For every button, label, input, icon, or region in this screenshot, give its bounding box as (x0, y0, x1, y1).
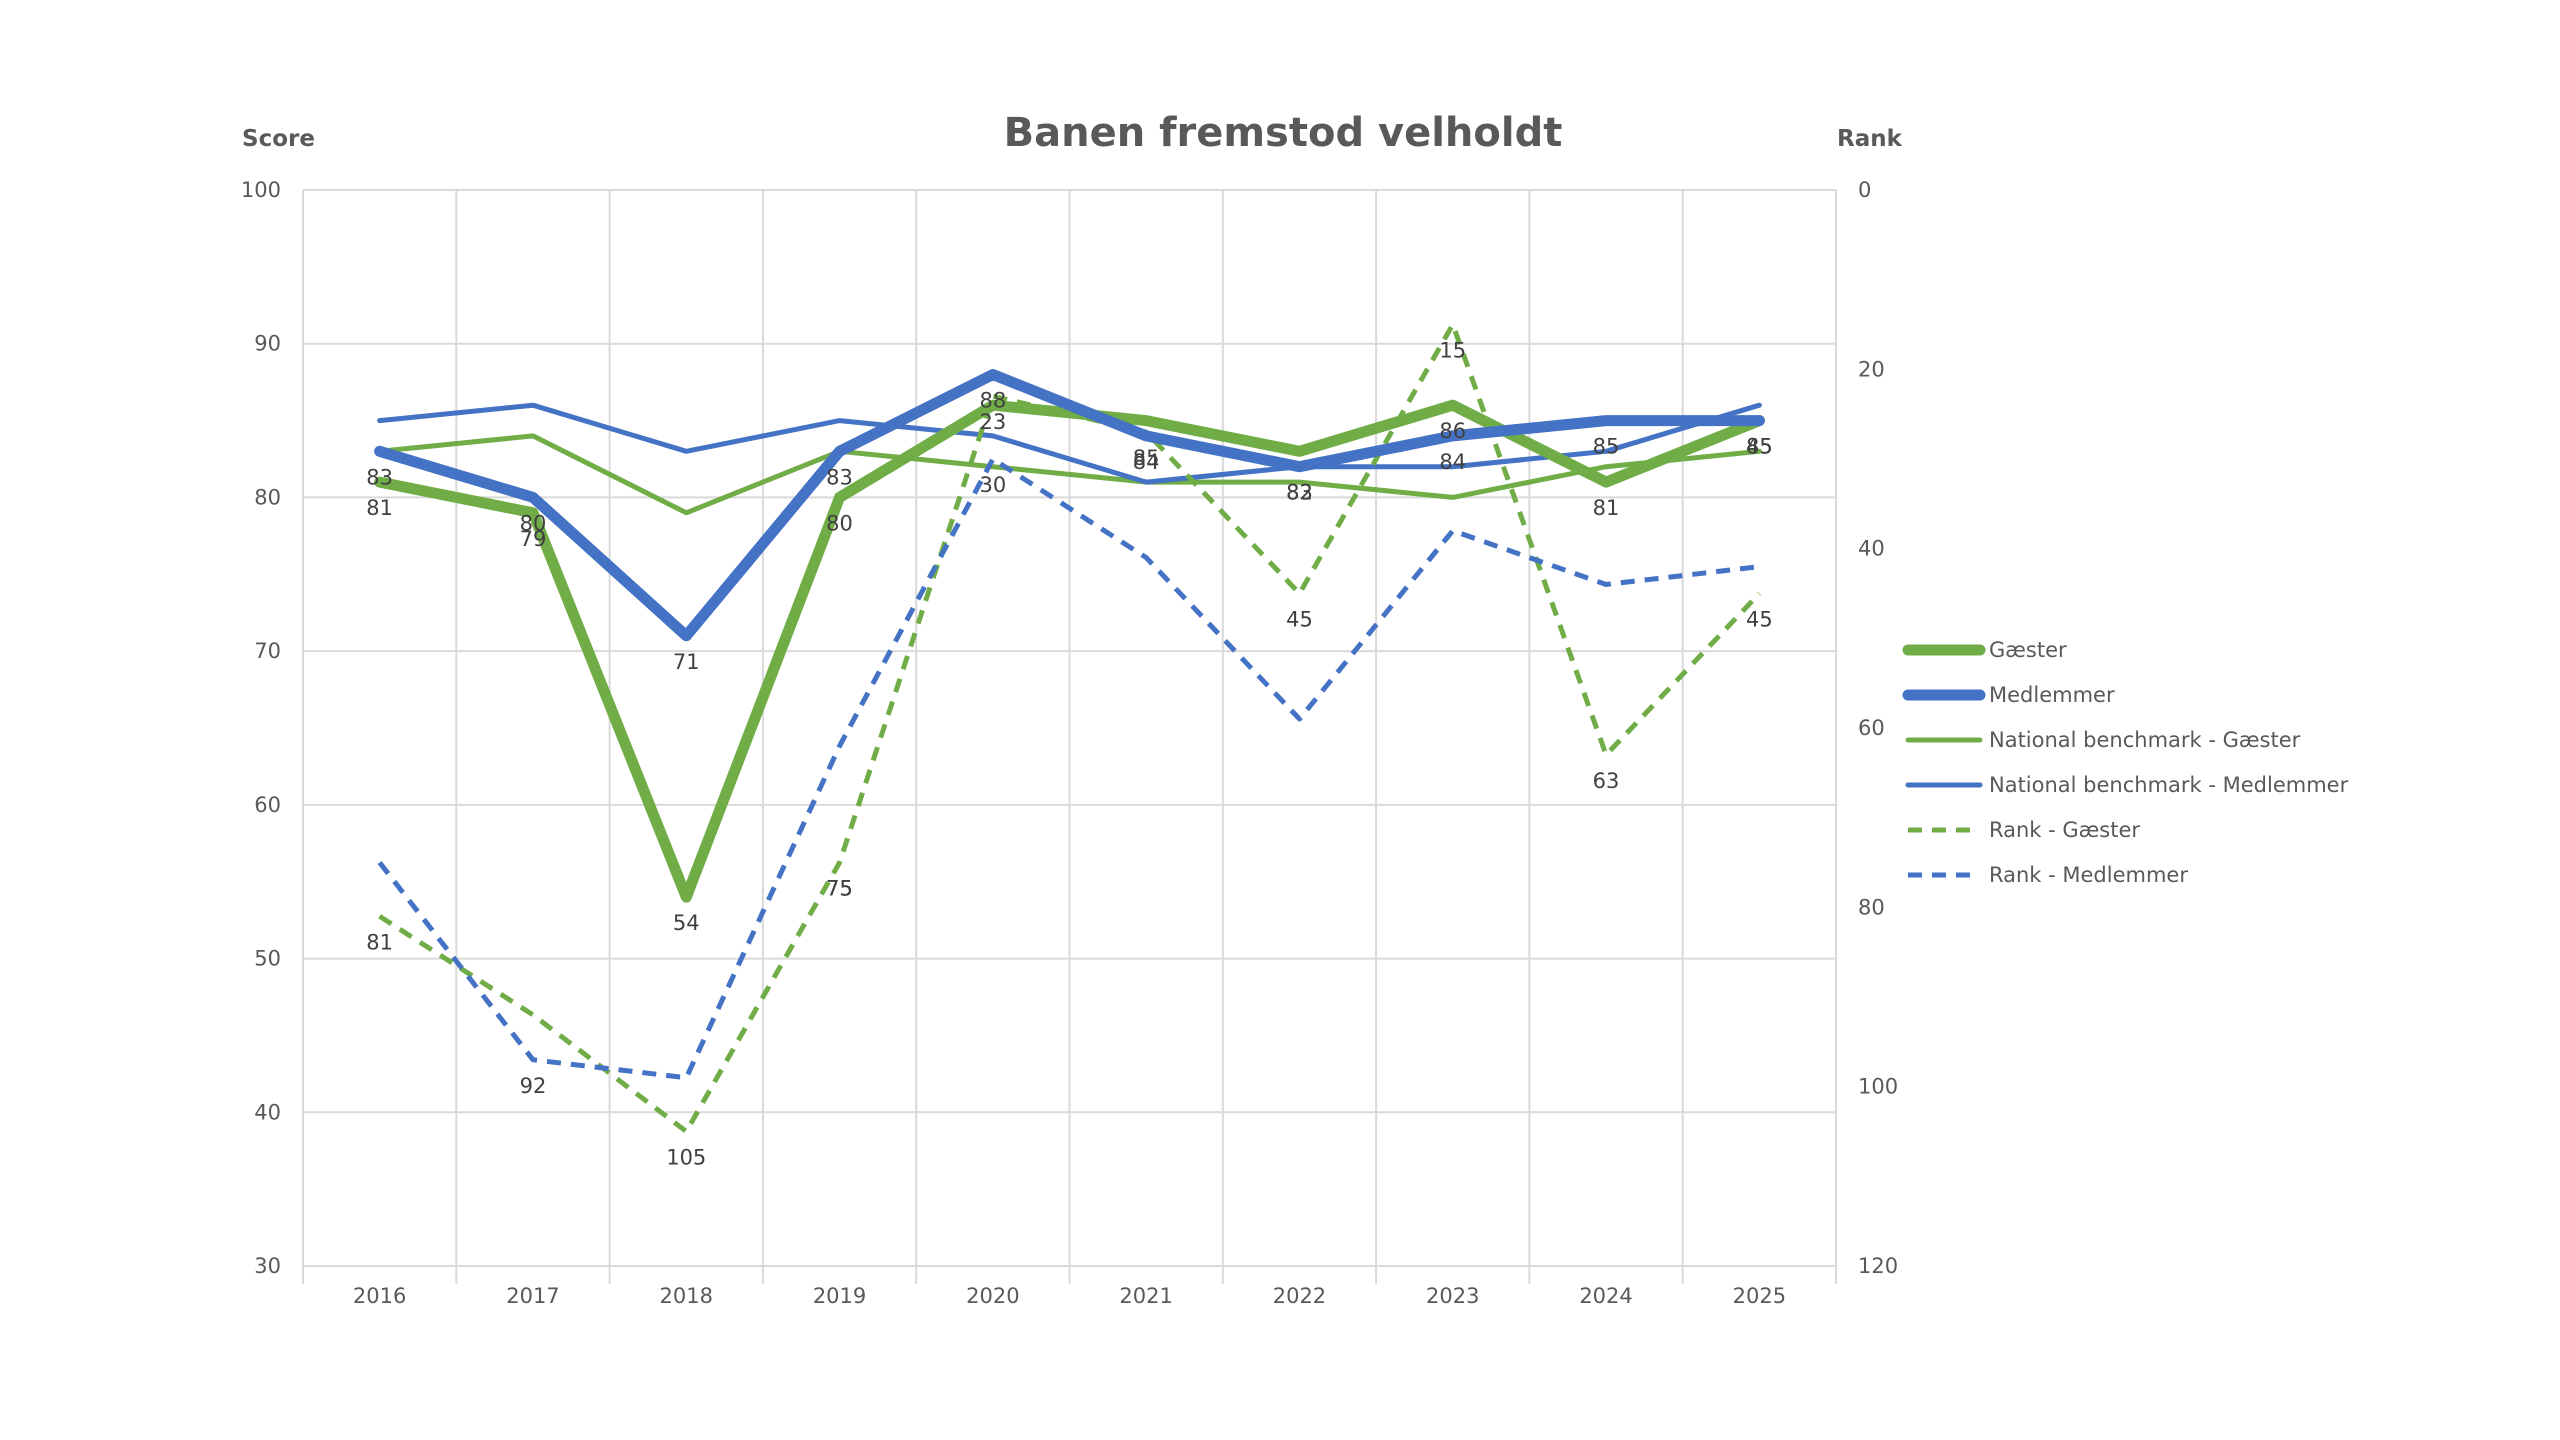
y-tick-label: 70 (254, 639, 281, 663)
data-label: 30 (979, 473, 1006, 497)
x-tick-label: 2018 (660, 1284, 713, 1308)
legend-label: Medlemmer (1989, 683, 2115, 707)
series-line (377, 456, 1760, 1081)
x-tick-label: 2021 (1119, 1284, 1172, 1308)
y2-tick-label: 0 (1858, 178, 1871, 202)
legend-label: National benchmark - Gæster (1989, 728, 2301, 752)
data-label: 81 (366, 496, 393, 520)
x-tick-label: 2022 (1273, 1284, 1326, 1308)
y-tick-label: 50 (254, 947, 281, 971)
data-label: 23 (979, 410, 1006, 434)
x-tick-label: 2024 (1579, 1284, 1632, 1308)
data-label: 84 (1133, 450, 1160, 474)
data-label: 92 (520, 1074, 547, 1098)
data-label: 85 (1746, 435, 1773, 459)
legend: Gæster Medlemmer National benchmark - Gæst… (1902, 638, 2349, 887)
data-label: 15 (1439, 339, 1466, 363)
series-line (374, 369, 1765, 642)
data-label: 63 (1593, 769, 1620, 793)
y-tick-label: 100 (241, 178, 281, 202)
series-line (377, 433, 1762, 516)
data-label: 45 (1746, 608, 1773, 632)
series-lines (374, 322, 1765, 1134)
data-label: 75 (826, 877, 853, 901)
data-label: 81 (366, 930, 393, 954)
data-label: 79 (520, 527, 547, 551)
y-tick-label: 40 (254, 1100, 281, 1124)
chart-title: Banen fremstod velholdt (1004, 110, 1563, 156)
data-label: 71 (673, 650, 700, 674)
y2-tick-label: 20 (1858, 357, 1885, 381)
data-label: 80 (520, 511, 547, 535)
data-label: 85 (1593, 435, 1620, 459)
legend-label: Gæster (1989, 638, 2067, 662)
x-tick-label: 2017 (506, 1284, 559, 1308)
y2-axis-title: Rank (1837, 126, 1903, 152)
data-label: 80 (826, 511, 853, 535)
y-tick-label: 80 (254, 485, 281, 509)
x-tick-label: 2020 (966, 1284, 1019, 1308)
x-tick-label: 2025 (1733, 1284, 1786, 1308)
y-tick-label: 30 (254, 1254, 281, 1278)
x-tick-label: 2019 (813, 1284, 866, 1308)
x-tick-label: 2023 (1426, 1284, 1479, 1308)
data-label: 83 (366, 465, 393, 489)
gridlines (302, 189, 1837, 1284)
data-label: 54 (673, 911, 700, 935)
data-label: 86 (1439, 419, 1466, 443)
data-label: 83 (1286, 481, 1313, 505)
legend-label: Rank - Medlemmer (1989, 863, 2188, 887)
legend-label: National benchmark - Medlemmer (1989, 773, 2349, 797)
y-tick-label: 60 (254, 793, 281, 817)
data-label: 85 (1133, 446, 1160, 470)
y2-tick-label: 100 (1858, 1075, 1898, 1099)
y-axis-title: Score (242, 126, 315, 152)
data-label: 75 (826, 877, 853, 901)
axis-ticks: 30 40 50 60 70 80 90 100 0 20 40 60 80 100 120 2016 2017… (241, 178, 1898, 1308)
x-tick-label: 2016 (353, 1284, 406, 1308)
y2-tick-label: 120 (1858, 1254, 1898, 1278)
data-label: 82 (1286, 481, 1313, 505)
data-label: 105 (666, 1146, 706, 1170)
data-label: 81 (1593, 496, 1620, 520)
data-label: 88 (979, 388, 1006, 412)
y2-tick-label: 40 (1858, 537, 1885, 561)
data-label: 84 (1439, 450, 1466, 474)
data-label: 83 (826, 465, 853, 489)
y2-tick-label: 60 (1858, 716, 1885, 740)
legend-label: Rank - Gæster (1989, 818, 2140, 842)
y-tick-label: 90 (254, 332, 281, 356)
data-label: 45 (1286, 608, 1313, 632)
series-line (374, 399, 1765, 903)
data-label: 45 (1746, 435, 1773, 459)
y2-tick-label: 80 (1858, 895, 1885, 919)
series-line (377, 402, 1762, 485)
